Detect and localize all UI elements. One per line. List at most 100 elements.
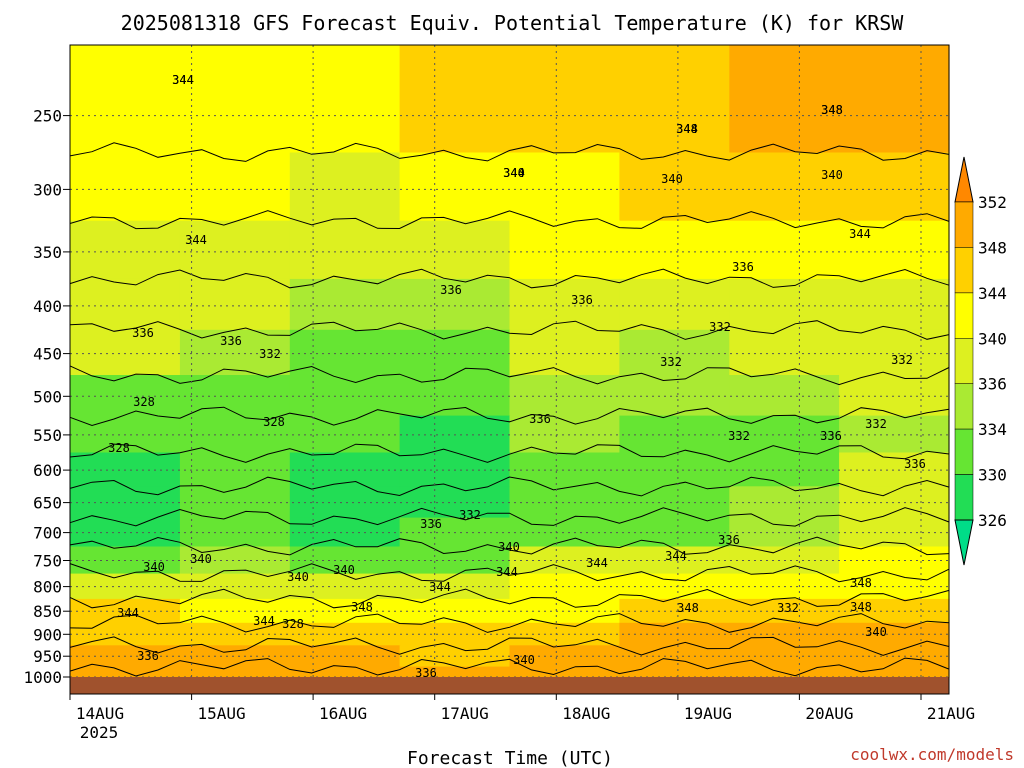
heatmap-cell bbox=[509, 375, 620, 417]
contour-lines bbox=[69, 142, 950, 677]
heatmap-cell bbox=[619, 278, 730, 331]
heatmap-cell bbox=[179, 622, 291, 646]
contour-line bbox=[69, 636, 950, 656]
contour-label: 340 bbox=[287, 570, 309, 584]
heatmap-cell bbox=[839, 152, 950, 222]
heatmap-cell bbox=[839, 220, 950, 280]
y-tick-label: 600 bbox=[33, 461, 62, 480]
contour-label: 332 bbox=[777, 601, 799, 615]
contour-line bbox=[69, 142, 950, 162]
heatmap-cell bbox=[399, 375, 511, 417]
heatmap-cell bbox=[289, 666, 401, 678]
x-tick-label: 15AUG bbox=[198, 704, 246, 723]
heatmap-cell bbox=[509, 220, 620, 280]
heatmap-cell bbox=[70, 415, 181, 454]
heatmap-cell bbox=[619, 598, 730, 624]
heatmap-cell bbox=[179, 278, 291, 331]
contour-label: 348 bbox=[821, 103, 843, 117]
colorbar-tick-label: 344 bbox=[978, 284, 1007, 303]
colorbar-segment bbox=[954, 474, 974, 521]
y-tick-label: 850 bbox=[33, 602, 62, 621]
contour-label: 328 bbox=[263, 415, 285, 429]
colorbar-tick-label: 326 bbox=[978, 511, 1007, 530]
heatmap-cell bbox=[289, 278, 401, 331]
heatmap-cell bbox=[289, 415, 401, 454]
contour-label: 336 bbox=[904, 457, 926, 471]
x-tick-label: 20AUG bbox=[805, 704, 853, 723]
heatmap-cell bbox=[839, 645, 950, 668]
colorbar-tick-label: 330 bbox=[978, 466, 1007, 485]
contour-label: 336 bbox=[732, 260, 754, 274]
colorbar-tick-label: 352 bbox=[978, 193, 1007, 212]
x-tick-label: 16AUG bbox=[319, 704, 367, 723]
contour-line bbox=[69, 613, 950, 633]
heatmap-cell bbox=[179, 220, 291, 280]
heatmap-cell bbox=[289, 452, 401, 487]
heatmap-cell bbox=[619, 45, 730, 154]
contour-label: 344 bbox=[849, 227, 871, 241]
heatmap-cell bbox=[289, 546, 401, 575]
heatmap-cell bbox=[179, 375, 291, 417]
heatmap-cell bbox=[289, 645, 401, 668]
heatmap-cell bbox=[509, 329, 620, 376]
contour-label: 336 bbox=[529, 412, 551, 426]
y-axis-pressure-labels: 250 300 350 400 450 500 550 600 650 700 750 800 850 9… bbox=[23, 107, 70, 687]
heatmap-cell bbox=[70, 45, 181, 154]
contour-label: 332 bbox=[865, 417, 887, 431]
x-tick-label: 21AUG bbox=[927, 704, 975, 723]
heatmap-cell bbox=[70, 375, 181, 417]
contour-label: 344 bbox=[117, 606, 139, 620]
heatmap-cell bbox=[619, 517, 730, 548]
contour-label: 344 bbox=[253, 614, 275, 628]
heatmap-cell bbox=[729, 278, 840, 331]
chart-title: 2025081318 GFS Forecast Equiv. Potential… bbox=[121, 11, 905, 35]
contour-label: 336 bbox=[132, 326, 154, 340]
contour-line bbox=[69, 443, 950, 463]
heatmap-cell bbox=[289, 573, 401, 600]
x-axis-year: 2025 bbox=[80, 723, 119, 742]
contour-label: 340 bbox=[503, 166, 525, 180]
heatmap-cell bbox=[289, 152, 401, 222]
heatmap-cell bbox=[839, 329, 950, 376]
colorbar-bottom-arrow bbox=[954, 519, 974, 566]
y-tick-label: 650 bbox=[33, 494, 62, 513]
heatmap-cell bbox=[179, 329, 291, 376]
colorbar-segment bbox=[954, 383, 974, 430]
heatmap-cell bbox=[509, 645, 620, 668]
heatmap-cell bbox=[619, 415, 730, 454]
contour-line bbox=[69, 320, 950, 340]
contour-label: 332 bbox=[709, 320, 731, 334]
contour-line bbox=[69, 657, 950, 677]
colorbar-top-arrow bbox=[954, 156, 974, 203]
contour-label: 348 bbox=[821, 103, 843, 117]
heatmap-cell bbox=[289, 220, 401, 280]
heatmap-cell bbox=[729, 152, 840, 222]
contour-label: 332 bbox=[891, 353, 913, 367]
heatmap-cell bbox=[729, 45, 840, 154]
contour-label: 348 bbox=[677, 601, 699, 615]
heatmap-cell bbox=[289, 622, 401, 646]
colorbar-tick-label: 334 bbox=[978, 420, 1007, 439]
heatmap-cell bbox=[729, 220, 840, 280]
contour-label: 348 bbox=[676, 122, 698, 136]
heatmap-cell bbox=[399, 329, 511, 376]
y-tick-label: 900 bbox=[33, 625, 62, 644]
colorbar: 352 348 344 340 336 334 330 326 bbox=[954, 156, 1007, 566]
contour-label: 344 bbox=[429, 580, 451, 594]
ground-strip bbox=[70, 677, 949, 694]
heatmap-cell bbox=[289, 486, 401, 519]
heatmap-cell bbox=[179, 573, 291, 600]
x-axis-date-labels: 14AUG 15AUG 16AUG 17AUG 18AUG 19AUG 20AUG 21AUG bbox=[69, 694, 975, 723]
contour-label: 340 bbox=[661, 172, 683, 186]
heatmap-cell bbox=[179, 645, 291, 668]
contour-label: 344 bbox=[676, 122, 698, 136]
heatmap-cell bbox=[179, 45, 291, 154]
heatmap-cell bbox=[179, 152, 291, 222]
y-tick-label: 350 bbox=[33, 243, 62, 262]
y-tick-label: 750 bbox=[33, 552, 62, 571]
contour-label: 336 bbox=[415, 666, 437, 680]
contour-label: 344 bbox=[172, 73, 194, 87]
heatmap-cell bbox=[619, 666, 730, 678]
